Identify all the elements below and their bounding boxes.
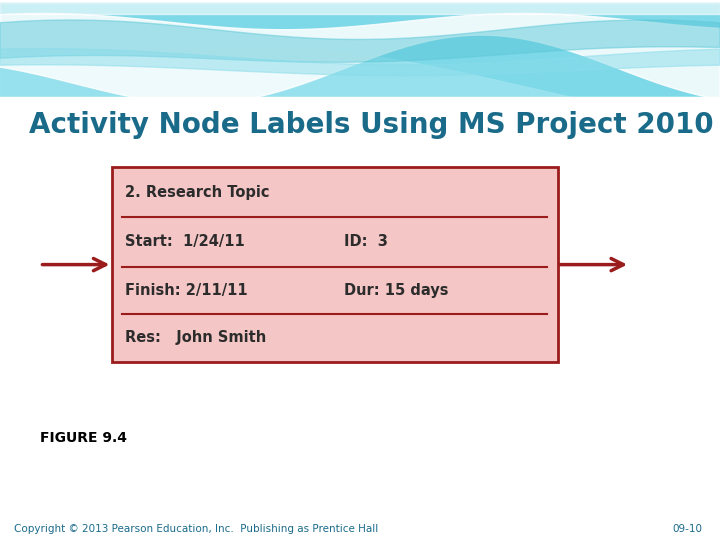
Text: Finish: 2/11/11: Finish: 2/11/11 [125,283,247,298]
Text: Dur: 15 days: Dur: 15 days [343,283,449,298]
Text: ID:  3: ID: 3 [343,234,387,249]
Text: 2. Research Topic: 2. Research Topic [125,185,269,200]
Text: 09-10: 09-10 [672,523,702,534]
Text: Activity Node Labels Using MS Project 2010: Activity Node Labels Using MS Project 20… [29,111,714,139]
Text: Res:   John Smith: Res: John Smith [125,330,266,346]
FancyBboxPatch shape [112,167,558,362]
Text: FIGURE 9.4: FIGURE 9.4 [40,431,127,446]
Text: Copyright © 2013 Pearson Education, Inc.  Publishing as Prentice Hall: Copyright © 2013 Pearson Education, Inc.… [14,523,379,534]
Text: Start:  1/24/11: Start: 1/24/11 [125,234,244,249]
